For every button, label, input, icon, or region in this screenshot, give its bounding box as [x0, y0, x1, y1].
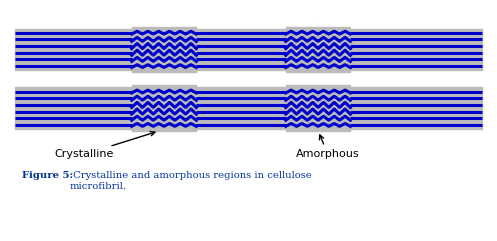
Text: Figure 5:: Figure 5: — [22, 171, 73, 180]
Text: Crystalline: Crystalline — [55, 131, 155, 159]
Text: Crystalline and amorphous regions in cellulose
microfibril.: Crystalline and amorphous regions in cel… — [70, 171, 311, 191]
Text: Amorphous: Amorphous — [296, 135, 360, 159]
